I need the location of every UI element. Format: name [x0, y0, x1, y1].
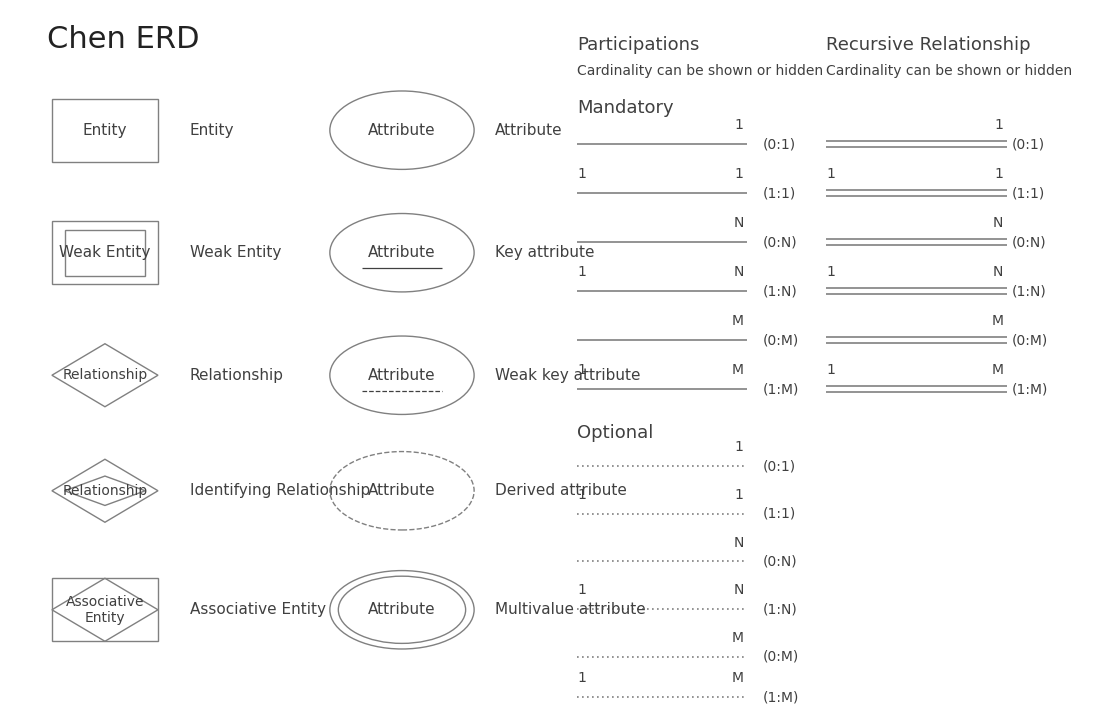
Text: Mandatory: Mandatory — [577, 99, 673, 116]
Text: Entity: Entity — [189, 123, 234, 138]
Text: (0:1): (0:1) — [763, 459, 796, 474]
Text: N: N — [734, 583, 744, 597]
Text: 1: 1 — [827, 168, 836, 181]
Ellipse shape — [330, 336, 474, 415]
Text: Identifying Relationship: Identifying Relationship — [189, 484, 370, 498]
Text: 1: 1 — [577, 488, 586, 502]
Text: (1:M): (1:M) — [1012, 382, 1048, 396]
Text: M: M — [731, 672, 744, 685]
Text: 1: 1 — [577, 168, 586, 181]
FancyBboxPatch shape — [52, 578, 158, 641]
Text: Optional: Optional — [577, 425, 653, 442]
Text: Associative Entity: Associative Entity — [189, 602, 326, 617]
Text: (1:N): (1:N) — [763, 602, 797, 616]
Text: Weak Entity: Weak Entity — [59, 245, 150, 260]
Text: 1: 1 — [735, 440, 744, 454]
Text: Attribute: Attribute — [368, 484, 436, 498]
Text: Multivalue attribute: Multivalue attribute — [495, 602, 646, 617]
FancyBboxPatch shape — [52, 99, 158, 162]
Text: M: M — [731, 630, 744, 645]
Text: N: N — [993, 217, 1004, 230]
Ellipse shape — [330, 452, 474, 530]
Text: 1: 1 — [827, 364, 836, 377]
Text: M: M — [731, 315, 744, 328]
Text: M: M — [991, 364, 1004, 377]
Text: Attribute: Attribute — [368, 123, 436, 138]
Text: 1: 1 — [577, 672, 586, 685]
Text: 1: 1 — [827, 266, 836, 279]
Text: 1: 1 — [995, 119, 1004, 132]
Text: (1:1): (1:1) — [763, 507, 796, 521]
Text: Attribute: Attribute — [368, 602, 436, 617]
Text: Cardinality can be shown or hidden: Cardinality can be shown or hidden — [827, 64, 1073, 77]
Text: M: M — [991, 315, 1004, 328]
Polygon shape — [52, 459, 158, 523]
Text: Associative
Entity: Associative Entity — [66, 595, 144, 625]
Ellipse shape — [330, 91, 474, 170]
Text: Attribute: Attribute — [368, 245, 436, 260]
Text: (1:M): (1:M) — [763, 382, 799, 396]
Text: (0:1): (0:1) — [1012, 137, 1045, 151]
Text: (0:M): (0:M) — [763, 650, 799, 664]
Text: (0:M): (0:M) — [763, 333, 799, 347]
Text: 1: 1 — [995, 168, 1004, 181]
FancyBboxPatch shape — [52, 222, 158, 284]
Text: 1: 1 — [577, 364, 586, 377]
Text: (1:1): (1:1) — [1012, 186, 1045, 200]
Text: (0:N): (0:N) — [763, 555, 797, 569]
Text: Weak Entity: Weak Entity — [189, 245, 281, 260]
Text: (0:1): (0:1) — [763, 137, 796, 151]
Text: Cardinality can be shown or hidden: Cardinality can be shown or hidden — [577, 64, 823, 77]
Text: 1: 1 — [577, 266, 586, 279]
Text: Chen ERD: Chen ERD — [47, 25, 199, 54]
Ellipse shape — [330, 214, 474, 292]
Text: (1:1): (1:1) — [763, 186, 796, 200]
Text: Recursive Relationship: Recursive Relationship — [827, 36, 1030, 54]
Text: Relationship: Relationship — [63, 368, 148, 382]
Text: N: N — [734, 535, 744, 550]
Text: (0:N): (0:N) — [763, 235, 797, 249]
Text: 1: 1 — [735, 488, 744, 502]
Text: (1:N): (1:N) — [763, 284, 797, 298]
Text: (1:M): (1:M) — [763, 690, 799, 704]
Text: (1:N): (1:N) — [1012, 284, 1047, 298]
Text: Attribute: Attribute — [368, 368, 436, 383]
Text: 1: 1 — [735, 168, 744, 181]
Text: Relationship: Relationship — [189, 368, 283, 383]
Text: Entity: Entity — [83, 123, 128, 138]
Text: (0:N): (0:N) — [1012, 235, 1046, 249]
Text: M: M — [731, 364, 744, 377]
Text: Participations: Participations — [577, 36, 699, 54]
Text: N: N — [734, 217, 744, 230]
Text: 1: 1 — [735, 119, 744, 132]
Text: Attribute: Attribute — [495, 123, 563, 138]
Text: Relationship: Relationship — [63, 484, 148, 498]
Text: Weak key attribute: Weak key attribute — [495, 368, 641, 383]
Text: Derived attribute: Derived attribute — [495, 484, 627, 498]
Text: Key attribute: Key attribute — [495, 245, 595, 260]
Text: N: N — [734, 266, 744, 279]
Text: 1: 1 — [577, 583, 586, 597]
Ellipse shape — [330, 571, 474, 649]
Text: (0:M): (0:M) — [1012, 333, 1048, 347]
Text: N: N — [993, 266, 1004, 279]
Polygon shape — [52, 344, 158, 407]
